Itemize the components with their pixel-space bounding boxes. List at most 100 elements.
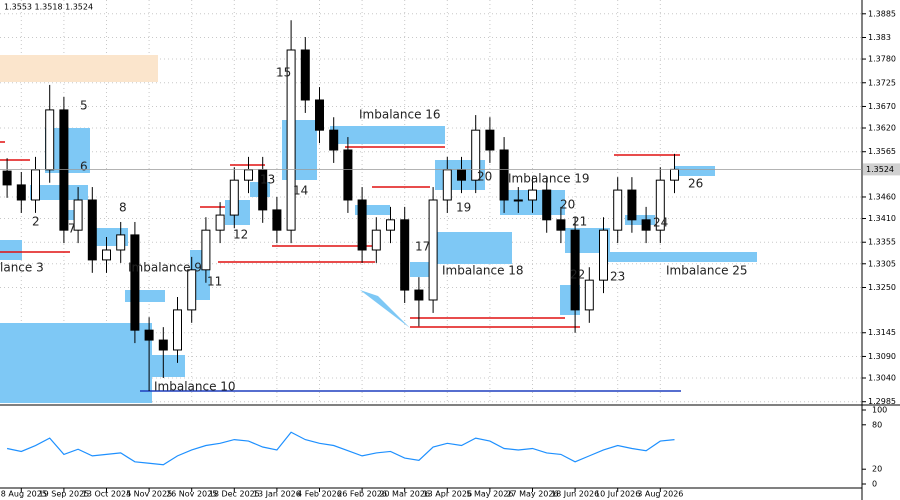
annotation: Imbalance 16 [359,108,441,122]
candle-body [485,129,495,151]
indicator-tick-label: 0 [872,480,877,489]
annotation: 2 [32,215,40,229]
candle-body [599,229,608,281]
candle-body [428,199,438,301]
zone [62,210,77,220]
candle-body [528,189,537,201]
candle-body [627,189,637,221]
y-tick-label: 1.3250 [868,283,896,292]
annotation: Imbalance 9 [128,261,202,275]
annotation: 20 [477,170,492,184]
candle-body [31,169,40,201]
candle-body [158,339,168,351]
x-tick-label: 3 Aug 2026 [637,490,683,499]
candle-body [130,234,140,331]
zone [0,323,152,403]
candle-body [45,109,55,171]
candle-body [542,189,552,221]
annotation: 19 [456,201,471,215]
candle-body [258,169,268,211]
candles [2,20,679,391]
candle-body [414,289,424,301]
x-tick-label: 5 May 2026 [466,490,513,499]
annotation: 26 [688,177,703,191]
x-tick-label: 18 Dec 2025 [209,490,260,499]
x-tick-label: 19 Sep 2025 [39,490,90,499]
zone [675,166,715,176]
annotation: Imbalance 25 [666,264,748,278]
candle-body [59,109,69,231]
zone [150,355,185,377]
candle-body [272,209,282,231]
y-tick-label: 1.3145 [868,328,896,337]
indicator-tick-label: 100 [872,406,887,415]
y-tick-label: 1.3460 [868,192,896,201]
annotation: 11 [207,275,222,289]
y-tick-label: 1.3355 [868,238,896,247]
annotation: 22 [570,268,585,282]
y-tick-label: 1.383 [868,33,891,42]
y-tick-label: 1.3090 [868,352,896,361]
annotation: 6 [80,160,88,174]
candle-body [513,199,523,202]
annotation: 20 [560,198,575,212]
annotation: 5 [80,99,88,113]
x-tick-label: 13 Oct 2025 [82,490,131,499]
candle-body [400,219,410,291]
annotation: 15 [276,66,291,80]
candle-body [670,168,679,181]
zone [355,205,390,215]
annotation: 12 [233,228,248,242]
candle-body [584,279,594,311]
annotation: 7 [68,222,76,236]
zone [410,262,430,277]
y-tick-label: 1.2985 [868,397,896,406]
x-tick-label: 26 Feb 2026 [337,490,387,499]
candle-body [300,49,310,101]
x-tick-label: 20 Mar 2026 [379,490,430,499]
y-tick-label: 1.3410 [868,214,896,223]
x-tick-label: 10 Jul 2026 [595,490,640,499]
candle-body [570,229,580,311]
candle-body [442,169,452,201]
zone [0,55,158,82]
last-price-label: 1.3524 [866,165,894,174]
candle-body [187,269,197,311]
candle-body [357,199,367,251]
annotation: 24 [653,216,668,230]
candle-body [329,129,339,151]
annotation: 13 [260,173,275,187]
candle-body [499,149,509,201]
x-tick-label: 26 Nov 2025 [166,490,217,499]
y-tick-label: 1.3305 [868,259,896,268]
candle-body [16,184,26,201]
candle-body [457,169,466,181]
candle-body [229,179,239,216]
y-tick-label: 1.3620 [868,124,896,133]
zone [330,126,445,144]
x-tick-label: 27 May 2026 [506,490,558,499]
candle-body [655,179,665,231]
annotation: 14 [293,184,308,198]
y-tick-label: 1.3780 [868,55,896,64]
indicator-tick-label: 20 [872,465,882,474]
candle-body [173,309,182,351]
candle-body [386,219,395,231]
candle-body [201,229,211,271]
candle-body [315,99,324,131]
x-tick-label: 28 Aug 2025 [0,490,47,499]
zone [430,232,512,264]
annotation: 8 [119,201,127,215]
annotations: 5 6 2 7 8 lance 3 Imbalance 9 11 12 13 1… [0,66,748,394]
zone [360,290,410,328]
x-tick-label: 4 Nov 2025 [126,490,172,499]
candle-body [244,169,253,181]
indicator-tick-label: 80 [872,420,882,429]
last-price-box [863,163,900,176]
annotation: lance 3 [0,261,44,275]
indicator-line [6,431,675,466]
candle-body [613,189,623,231]
y-tick-label: 1.3725 [868,78,896,87]
zone [625,215,655,225]
